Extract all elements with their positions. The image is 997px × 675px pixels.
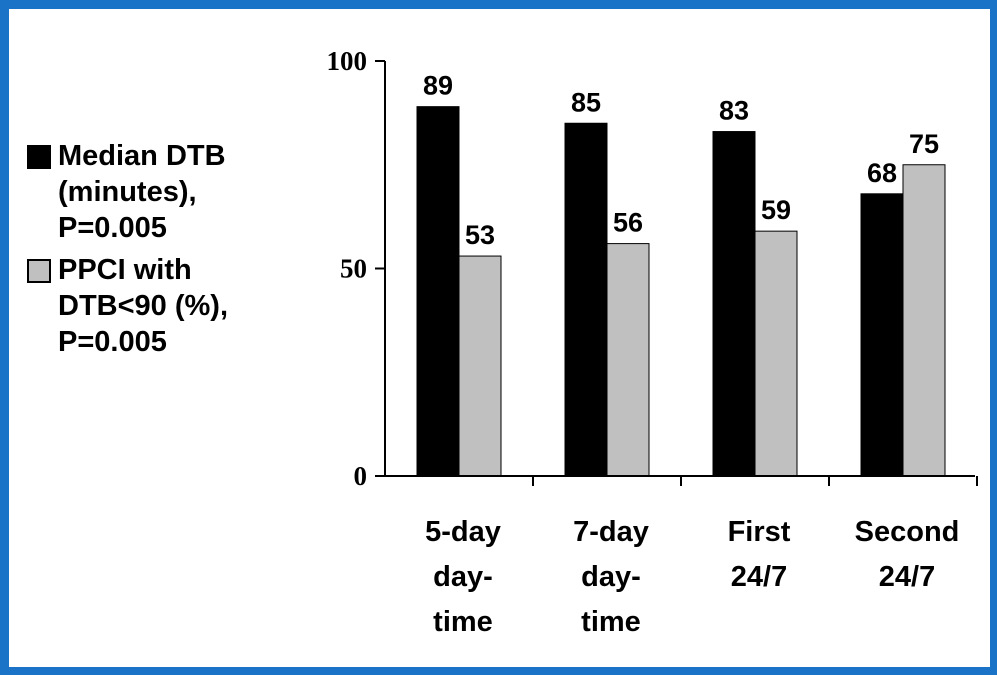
data-label: 59 [761,195,791,225]
y-tick-label: 100 [327,46,368,76]
bar-median-dtb-3 [860,193,904,477]
legend-text-line: PPCI with [58,254,192,286]
bar-ppci-1 [606,243,650,477]
legend-swatch-ppci [27,259,51,283]
legend-text-line: Median DTB [58,140,226,172]
x-tick-label: time [433,606,493,638]
data-label: 83 [719,96,749,126]
bar-median-dtb-0 [416,106,460,477]
legend-item-ppci: PPCI with DTB<90 (%), P=0.005 [27,252,307,360]
data-label: 85 [571,87,601,117]
x-tick-label: day- [433,561,493,593]
legend: Median DTB (minutes), P=0.005 PPCI with … [27,138,307,366]
legend-text-line: (minutes), [58,176,197,208]
legend-text-line: P=0.005 [58,326,167,358]
legend-swatch-median-dtb [27,145,51,169]
x-tick-label: 7-day [573,516,649,548]
legend-text-line: DTB<90 (%), [58,290,229,322]
x-tick-label: 24/7 [731,561,787,593]
legend-item-median-dtb: Median DTB (minutes), P=0.005 [27,138,307,246]
x-tick-label: time [581,606,641,638]
bar-ppci-3 [902,164,946,477]
data-label: 89 [423,71,453,101]
bar-median-dtb-1 [564,122,608,477]
data-label: 53 [465,220,495,250]
x-tick-label: day- [581,561,641,593]
x-tick-label: 5-day [425,516,501,548]
bar-median-dtb-2 [712,131,756,477]
data-label: 68 [867,158,897,188]
x-tick-label: Second [855,516,960,548]
y-tick-label: 0 [354,461,368,491]
data-label: 56 [613,208,643,238]
legend-text-line: P=0.005 [58,212,167,244]
x-tick-label: 24/7 [879,561,935,593]
bar-ppci-0 [458,255,502,477]
data-label: 75 [909,129,939,159]
bar-ppci-2 [754,230,798,477]
y-tick-label: 50 [340,254,367,284]
x-tick-label: First [728,516,791,548]
